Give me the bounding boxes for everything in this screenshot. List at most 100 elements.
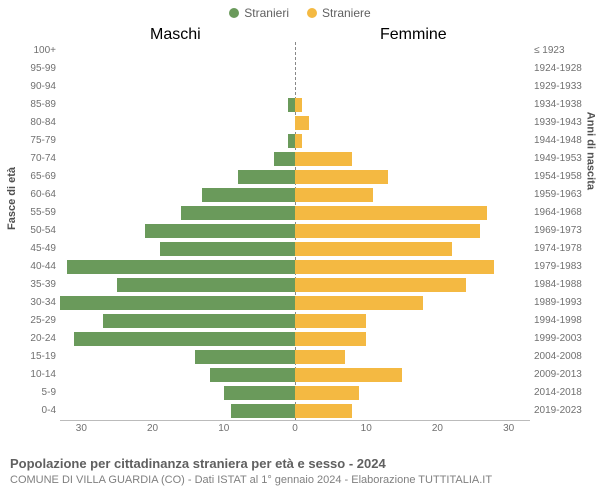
age-label: 35-39 — [10, 276, 56, 294]
x-axis: 3020100102030 — [60, 420, 530, 439]
plot-area: 100+≤ 192395-991924-192890-941929-193385… — [60, 42, 530, 420]
birth-year-label: ≤ 1923 — [534, 42, 596, 60]
bar-female — [295, 404, 352, 418]
age-label: 50-54 — [10, 222, 56, 240]
pyramid-row: 30-341989-1993 — [60, 294, 530, 312]
age-label: 100+ — [10, 42, 56, 60]
birth-year-label: 1939-1943 — [534, 114, 596, 132]
bar-male — [288, 134, 295, 148]
bar-male — [224, 386, 295, 400]
pyramid-row: 100+≤ 1923 — [60, 42, 530, 60]
bar-female — [295, 152, 352, 166]
age-label: 65-69 — [10, 168, 56, 186]
bar-male — [288, 98, 295, 112]
birth-year-label: 1934-1938 — [534, 96, 596, 114]
bar-female — [295, 350, 345, 364]
pyramid-row: 25-291994-1998 — [60, 312, 530, 330]
age-label: 30-34 — [10, 294, 56, 312]
x-tick: 10 — [361, 423, 372, 434]
pyramid-row: 55-591964-1968 — [60, 204, 530, 222]
age-label: 25-29 — [10, 312, 56, 330]
bar-male — [145, 224, 295, 238]
legend-item-female: Straniere — [307, 6, 371, 20]
birth-year-label: 1959-1963 — [534, 186, 596, 204]
age-label: 20-24 — [10, 330, 56, 348]
pyramid-row: 90-941929-1933 — [60, 78, 530, 96]
age-label: 5-9 — [10, 384, 56, 402]
bar-male — [103, 314, 295, 328]
bar-female — [295, 368, 402, 382]
bar-female — [295, 206, 487, 220]
birth-year-label: 1999-2003 — [534, 330, 596, 348]
age-label: 85-89 — [10, 96, 56, 114]
age-label: 60-64 — [10, 186, 56, 204]
x-tick: 0 — [292, 423, 298, 434]
birth-year-label: 1924-1928 — [534, 60, 596, 78]
bar-male — [195, 350, 295, 364]
birth-year-label: 1994-1998 — [534, 312, 596, 330]
birth-year-label: 1984-1988 — [534, 276, 596, 294]
age-label: 75-79 — [10, 132, 56, 150]
legend-swatch-male — [229, 8, 239, 18]
bar-female — [295, 386, 359, 400]
birth-year-label: 2014-2018 — [534, 384, 596, 402]
bar-male — [67, 260, 295, 274]
bar-female — [295, 332, 366, 346]
pyramid-row: 80-841939-1943 — [60, 114, 530, 132]
bar-female — [295, 278, 466, 292]
pyramid-row: 75-791944-1948 — [60, 132, 530, 150]
bar-male — [60, 296, 295, 310]
bar-female — [295, 296, 423, 310]
birth-year-label: 2009-2013 — [534, 366, 596, 384]
pyramid-row: 65-691954-1958 — [60, 168, 530, 186]
age-label: 45-49 — [10, 240, 56, 258]
birth-year-label: 1969-1973 — [534, 222, 596, 240]
pyramid-row: 95-991924-1928 — [60, 60, 530, 78]
x-tick: 30 — [503, 423, 514, 434]
pyramid-row: 20-241999-2003 — [60, 330, 530, 348]
birth-year-label: 2019-2023 — [534, 402, 596, 420]
birth-year-label: 2004-2008 — [534, 348, 596, 366]
legend-item-male: Stranieri — [229, 6, 289, 20]
legend-swatch-female — [307, 8, 317, 18]
population-pyramid-chart: Stranieri Straniere Maschi Femmine Fasce… — [0, 0, 600, 500]
pyramid-row: 50-541969-1973 — [60, 222, 530, 240]
pyramid-row: 5-92014-2018 — [60, 384, 530, 402]
bar-male — [210, 368, 295, 382]
chart-subtitle: COMUNE DI VILLA GUARDIA (CO) - Dati ISTA… — [10, 474, 492, 486]
x-tick: 20 — [432, 423, 443, 434]
bar-female — [295, 224, 480, 238]
pyramid-row: 10-142009-2013 — [60, 366, 530, 384]
birth-year-label: 1929-1933 — [534, 78, 596, 96]
bar-male — [117, 278, 295, 292]
bar-female — [295, 314, 366, 328]
age-label: 55-59 — [10, 204, 56, 222]
pyramid-row: 15-192004-2008 — [60, 348, 530, 366]
age-label: 40-44 — [10, 258, 56, 276]
bar-male — [202, 188, 295, 202]
bar-female — [295, 134, 302, 148]
birth-year-label: 1979-1983 — [534, 258, 596, 276]
age-label: 90-94 — [10, 78, 56, 96]
bar-female — [295, 260, 494, 274]
age-label: 10-14 — [10, 366, 56, 384]
legend: Stranieri Straniere — [0, 0, 600, 20]
pyramid-row: 70-741949-1953 — [60, 150, 530, 168]
bar-male — [238, 170, 295, 184]
bar-female — [295, 242, 452, 256]
pyramid-row: 60-641959-1963 — [60, 186, 530, 204]
bar-male — [74, 332, 295, 346]
bar-male — [181, 206, 295, 220]
chart-title: Popolazione per cittadinanza straniera p… — [10, 456, 386, 471]
birth-year-label: 1944-1948 — [534, 132, 596, 150]
age-label: 0-4 — [10, 402, 56, 420]
bar-female — [295, 170, 388, 184]
birth-year-label: 1954-1958 — [534, 168, 596, 186]
x-tick: 20 — [147, 423, 158, 434]
pyramid-row: 40-441979-1983 — [60, 258, 530, 276]
birth-year-label: 1974-1978 — [534, 240, 596, 258]
bar-female — [295, 188, 373, 202]
x-tick: 30 — [76, 423, 87, 434]
age-label: 95-99 — [10, 60, 56, 78]
bar-female — [295, 98, 302, 112]
